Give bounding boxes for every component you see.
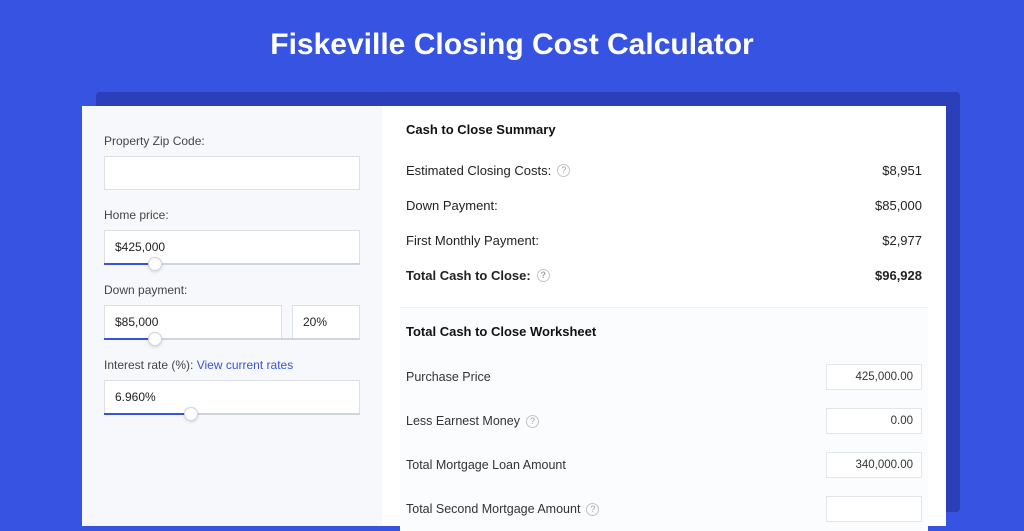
down-payment-pct-input[interactable] (292, 305, 360, 339)
summary-value: $2,977 (882, 233, 922, 248)
worksheet-value-input[interactable] (826, 408, 922, 434)
summary-label: First Monthly Payment: (406, 233, 539, 248)
zip-label: Property Zip Code: (104, 134, 360, 148)
zip-input[interactable] (104, 156, 360, 190)
summary-title: Cash to Close Summary (406, 122, 922, 137)
summary-row-total: Total Cash to Close: ? $96,928 (406, 258, 922, 293)
down-payment-input[interactable] (104, 305, 282, 339)
slider-thumb[interactable] (148, 332, 162, 346)
calculator-card: Property Zip Code: Home price: Down paym… (82, 106, 946, 526)
worksheet-title: Total Cash to Close Worksheet (406, 324, 922, 339)
summary-row: Down Payment: $85,000 (406, 188, 922, 223)
field-interest: Interest rate (%): View current rates (104, 358, 360, 415)
worksheet-row: Total Second Mortgage Amount ? (406, 487, 922, 531)
worksheet-section: Total Cash to Close Worksheet Purchase P… (400, 307, 928, 531)
summary-label: Estimated Closing Costs: (406, 163, 551, 178)
worksheet-label: Less Earnest Money (406, 414, 520, 428)
home-price-label: Home price: (104, 208, 360, 222)
slider-thumb[interactable] (184, 407, 198, 421)
summary-value: $8,951 (882, 163, 922, 178)
summary-row: Estimated Closing Costs: ? $8,951 (406, 153, 922, 188)
down-payment-slider-wrap (104, 305, 360, 340)
down-payment-label: Down payment: (104, 283, 360, 297)
slider-fill (104, 413, 191, 415)
summary-label: Total Cash to Close: (406, 268, 531, 283)
worksheet-row: Total Mortgage Loan Amount (406, 443, 922, 487)
worksheet-value-input[interactable] (826, 452, 922, 478)
worksheet-value-input[interactable] (826, 364, 922, 390)
field-down-payment: Down payment: (104, 283, 360, 340)
help-icon[interactable]: ? (526, 415, 539, 428)
interest-input[interactable] (104, 380, 360, 414)
worksheet-row: Purchase Price (406, 355, 922, 399)
summary-value: $96,928 (875, 268, 922, 283)
worksheet-row: Less Earnest Money ? (406, 399, 922, 443)
help-icon[interactable]: ? (557, 164, 570, 177)
results-panel: Cash to Close Summary Estimated Closing … (382, 106, 946, 526)
worksheet-value-input[interactable] (826, 496, 922, 522)
interest-label: Interest rate (%): View current rates (104, 358, 360, 372)
slider-thumb[interactable] (148, 257, 162, 271)
worksheet-label: Purchase Price (406, 370, 491, 384)
home-price-input[interactable] (104, 230, 360, 264)
worksheet-label: Total Mortgage Loan Amount (406, 458, 566, 472)
help-icon[interactable]: ? (537, 269, 550, 282)
home-price-slider-wrap (104, 230, 360, 265)
interest-label-text: Interest rate (%): (104, 358, 193, 372)
home-price-slider[interactable] (104, 263, 360, 265)
page-title: Fiskeville Closing Cost Calculator (0, 0, 1024, 84)
help-icon[interactable]: ? (586, 503, 599, 516)
interest-slider[interactable] (104, 413, 360, 415)
view-rates-link[interactable]: View current rates (197, 358, 294, 372)
summary-value: $85,000 (875, 198, 922, 213)
summary-label: Down Payment: (406, 198, 498, 213)
field-zip: Property Zip Code: (104, 134, 360, 190)
summary-row: First Monthly Payment: $2,977 (406, 223, 922, 258)
down-payment-slider[interactable] (104, 338, 360, 340)
summary-section: Cash to Close Summary Estimated Closing … (400, 122, 928, 293)
field-home-price: Home price: (104, 208, 360, 265)
interest-slider-wrap (104, 380, 360, 415)
worksheet-label: Total Second Mortgage Amount (406, 502, 580, 516)
inputs-panel: Property Zip Code: Home price: Down paym… (82, 106, 382, 526)
